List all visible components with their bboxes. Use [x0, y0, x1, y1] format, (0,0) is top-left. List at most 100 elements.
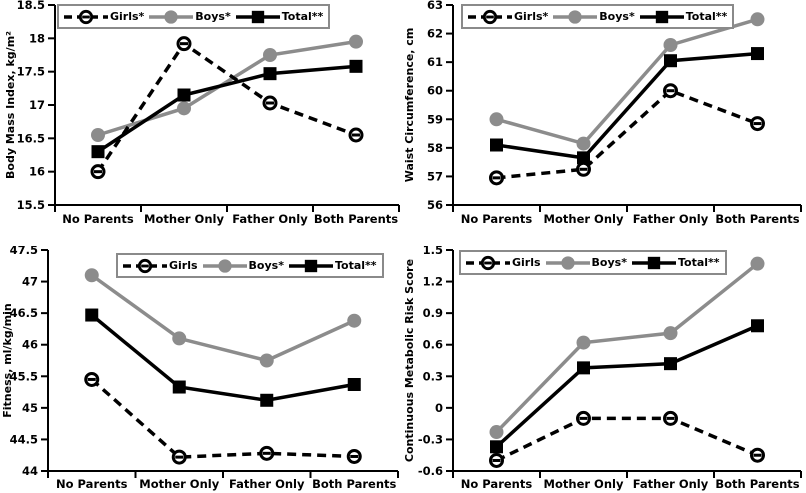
cmr-chart-svg: 1.5 1.2 0.9 0.6 0.3 0 -0.3 -0.6 No Parents Mother…	[403, 246, 802, 491]
legend-sample	[64, 9, 108, 24]
series-line	[495, 324, 759, 449]
boys-circle-marker	[489, 425, 504, 440]
legend-item-total: Total**	[639, 9, 727, 25]
total-square-marker	[85, 308, 99, 322]
legend-label: Total**	[334, 259, 377, 272]
x-category-label: Father Only	[229, 477, 305, 491]
y-tick-label: 47	[22, 275, 38, 289]
y-tick-label: 61	[427, 55, 443, 69]
series-line	[496, 51, 758, 160]
total-square-marker	[263, 67, 277, 81]
x-category-label: No Parents	[62, 212, 134, 226]
series-girls	[84, 371, 362, 465]
legend-sample	[545, 255, 590, 270]
legend-item-total: Total**	[288, 258, 377, 274]
axes	[54, 5, 399, 206]
y-tick-label: 0.6	[423, 338, 443, 352]
boys-circle-marker	[750, 12, 765, 27]
boys-circle-marker	[217, 258, 232, 273]
legend-sample	[631, 256, 676, 269]
total-square-marker	[664, 357, 677, 371]
y-tick-label: 63	[427, 0, 443, 12]
series-line	[495, 262, 759, 434]
legend: Girls Boys* Total**	[459, 250, 727, 275]
y-tick-label: 18.5	[17, 0, 45, 12]
y-tick-label: 0.9	[423, 306, 443, 320]
y-axis-title: Fitness, ml/kg/min	[1, 303, 14, 417]
y-tick-label: 46.5	[10, 306, 38, 320]
x-category-label: Mother Only	[544, 212, 624, 226]
y-tick-label: 16	[29, 165, 45, 179]
x-category-label: Mother Only	[139, 477, 219, 491]
series-line	[495, 416, 759, 463]
x-category-label: Both Parents	[715, 212, 799, 226]
total-square-marker	[251, 10, 264, 23]
boys-circle-marker	[349, 34, 363, 49]
legend: Girls* Boys* Total**	[57, 4, 331, 29]
y-tick-label: 44.5	[10, 432, 38, 446]
legend-sample	[639, 10, 684, 23]
legend-label: Total**	[281, 10, 324, 23]
boys-circle-marker	[259, 353, 274, 368]
y-tick-label: 44	[22, 464, 38, 478]
legend-item-total: Total**	[631, 255, 720, 271]
legend-label: Boys*	[195, 10, 231, 23]
legend: Girls Boys* Total**	[116, 253, 384, 278]
legend-item-boys: Boys*	[202, 258, 284, 274]
total-square-marker	[304, 259, 318, 272]
series-line	[496, 88, 759, 180]
total-square-marker	[177, 88, 191, 102]
y-tick-label: 18	[29, 31, 45, 45]
series-girls	[489, 83, 765, 186]
series-girls	[489, 410, 765, 468]
x-category-label: No Parents	[461, 477, 533, 491]
y-tick-label: 1.5	[423, 246, 443, 257]
legend-sample	[149, 9, 194, 24]
series-line	[90, 273, 355, 363]
series-line	[97, 64, 357, 154]
legend-item-girls: Girls	[465, 255, 541, 271]
boys-circle-marker	[750, 256, 765, 271]
total-square-marker	[260, 393, 274, 407]
legend-label: Girls	[169, 259, 198, 272]
y-tick-label: 56	[427, 198, 443, 212]
series-total	[85, 308, 361, 407]
y-tick-label: -0.6	[418, 464, 443, 478]
x-category-label: Mother Only	[144, 212, 224, 226]
boys-circle-marker	[663, 326, 678, 341]
waist-chart-svg: 63 62 61 60 59 58 57 56 No Parents Mother Only Fat…	[403, 0, 802, 226]
y-axis-title: Continuous Metabolic Risk Score	[403, 259, 416, 462]
y-tick-label: 46	[22, 338, 38, 352]
legend-label: Girls	[512, 256, 541, 269]
x-category-label: No Parents	[56, 477, 128, 491]
legend-label: Girls*	[514, 10, 549, 23]
series-total	[490, 47, 764, 165]
legend-item-girls: Girls*	[467, 9, 548, 25]
series-line	[90, 378, 355, 459]
fitness-chart-svg: 47.5 47 46.5 46 45.5 45 44.5 44 No Parents Mother…	[1, 246, 399, 491]
y-tick-label: -0.3	[418, 432, 443, 446]
series-line	[90, 313, 355, 403]
total-square-marker	[349, 59, 363, 73]
boys-circle-marker	[663, 38, 678, 52]
total-square-marker	[347, 377, 361, 391]
legend-label: Total**	[677, 256, 720, 269]
panel-fitness: 47.5 47 46.5 46 45.5 45 44.5 44 No Parents Mother…	[0, 246, 403, 493]
total-square-marker	[490, 138, 503, 152]
axes	[452, 5, 801, 206]
legend: Girls* Boys* Total**	[461, 4, 735, 29]
x-category-label: Both Parents	[314, 212, 398, 226]
bmi-chart-svg: 18.5 18 17.5 17 16.5 16 15.5 No Parents Mother O…	[4, 0, 400, 226]
total-square-marker	[664, 54, 677, 68]
total-square-marker	[91, 145, 105, 159]
y-tick-label: 45	[22, 401, 38, 415]
legend-item-boys: Boys*	[552, 9, 635, 25]
series-boys	[489, 12, 765, 151]
boys-circle-marker	[91, 128, 105, 142]
y-tick-label: 15.5	[17, 198, 45, 212]
y-tick-label: 1.2	[423, 275, 443, 289]
total-square-marker	[172, 380, 186, 394]
panel-cmr: 1.5 1.2 0.9 0.6 0.3 0 -0.3 -0.6 No Parents Mother…	[403, 246, 806, 493]
boys-circle-marker	[560, 255, 575, 270]
series-line	[97, 39, 357, 137]
